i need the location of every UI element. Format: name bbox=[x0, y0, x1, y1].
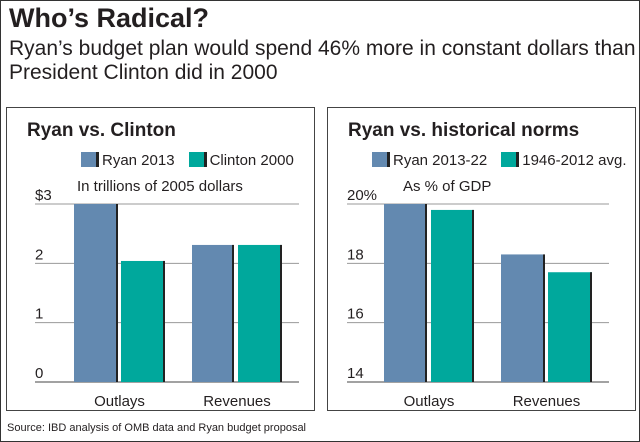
unit-label: In trillions of 2005 dollars bbox=[77, 178, 243, 195]
legend-swatch bbox=[81, 152, 99, 167]
legend-swatch bbox=[501, 152, 520, 167]
legend-swatch bbox=[188, 152, 207, 167]
x-tick-label: Revenues bbox=[513, 393, 581, 410]
chart-svg: 0 1 2 $3 Outlays Revenues bbox=[35, 187, 299, 410]
legend-item: 1946-2012 avg. bbox=[501, 152, 627, 169]
bar-revenues-0 bbox=[192, 244, 234, 382]
source-note: Source: IBD analysis of OMB data and Rya… bbox=[7, 422, 307, 434]
legend-item: Clinton 2000 bbox=[188, 152, 294, 169]
bar-outlays-1 bbox=[431, 209, 474, 382]
main-title: Who’s Radical? bbox=[9, 3, 210, 33]
bar-outlays-0 bbox=[384, 204, 427, 382]
unit-label: As % of GDP bbox=[403, 178, 492, 195]
bar-revenues-0 bbox=[501, 254, 545, 382]
chart-panel-ryan-vs-clinton: Ryan vs. Clinton Ryan 2013 Clinton 2000 … bbox=[6, 107, 315, 411]
legend-swatch bbox=[372, 152, 390, 167]
bar-shadow bbox=[590, 272, 592, 382]
x-tick-label: Outlays bbox=[404, 393, 455, 410]
bar-shadow bbox=[280, 244, 282, 382]
legend-label: 1946-2012 avg. bbox=[522, 152, 627, 169]
legend-item: Ryan 2013-22 bbox=[372, 152, 487, 169]
bar-shadow bbox=[232, 244, 234, 382]
bar-shadow bbox=[425, 204, 427, 382]
bar-shadow bbox=[116, 204, 118, 382]
legend-item: Ryan 2013 bbox=[81, 152, 175, 169]
chart-title: Ryan vs. historical norms bbox=[348, 120, 580, 141]
bar-shadow bbox=[163, 260, 165, 382]
bar-outlays-0 bbox=[74, 204, 118, 382]
x-tick-label: Revenues bbox=[203, 393, 271, 410]
y-tick-label: 1 bbox=[35, 306, 43, 323]
bar-outlays-1 bbox=[121, 260, 165, 382]
chart-svg: 14 16 18 20% Outlays Revenues bbox=[347, 187, 609, 410]
y-tick-label: $3 bbox=[35, 187, 52, 204]
bar-shadow bbox=[472, 209, 474, 382]
legend-label: Ryan 2013-22 bbox=[393, 152, 488, 169]
legend-label: Ryan 2013 bbox=[102, 152, 175, 169]
chart-title: Ryan vs. Clinton bbox=[27, 120, 176, 141]
y-tick-label: 16 bbox=[347, 306, 364, 323]
y-tick-label: 0 bbox=[35, 365, 43, 382]
subtitle: Ryan’s budget plan would spend 46% more … bbox=[9, 37, 636, 84]
legend: Ryan 2013 Clinton 2000 bbox=[81, 152, 294, 169]
y-tick-label: 2 bbox=[35, 246, 43, 263]
legend: Ryan 2013-22 1946-2012 avg. bbox=[372, 152, 627, 169]
y-tick-label: 18 bbox=[347, 246, 364, 263]
bar-revenues-1 bbox=[548, 272, 592, 382]
bar-shadow bbox=[543, 254, 545, 382]
y-tick-label: 14 bbox=[347, 365, 364, 382]
chart-panel-historical-norms: Ryan vs. historical norms Ryan 2013-22 1… bbox=[327, 107, 636, 411]
legend-label: Clinton 2000 bbox=[209, 152, 294, 169]
y-tick-label: 20% bbox=[347, 187, 377, 204]
x-tick-label: Outlays bbox=[94, 393, 145, 410]
bar-revenues-1 bbox=[238, 244, 282, 382]
